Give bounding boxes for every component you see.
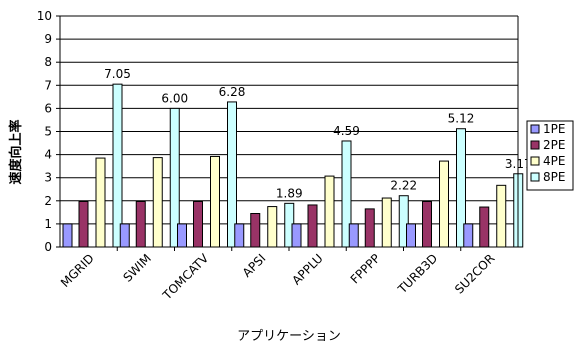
- bar: [193, 200, 203, 248]
- x-tick-label: FPPPP: [348, 251, 383, 286]
- bar: [62, 223, 73, 248]
- legend-label: 1PE: [543, 122, 565, 136]
- y-tick-label: 2: [44, 194, 52, 208]
- data-label: 7.05: [104, 67, 131, 81]
- x-axis-label: アプリケーション: [237, 329, 341, 344]
- bar: [364, 208, 375, 248]
- x-axis-ticks: MGRID SWIM TOMCATV APSI APPLU FPPPP TURB3D SU2C…: [58, 247, 497, 303]
- y-tick-label: 1: [44, 217, 52, 231]
- y-tick-label: 6: [44, 101, 52, 115]
- data-labels: 7.056.00 6.281.894.592.225.123.17: [104, 67, 531, 200]
- legend-swatch: [530, 140, 540, 150]
- bar: [177, 223, 187, 248]
- bar: [135, 200, 146, 248]
- x-tick-label: MGRID: [58, 251, 97, 290]
- data-label: 4.59: [333, 124, 360, 138]
- x-tick-label: APSI: [240, 251, 269, 280]
- data-label: 6.28: [219, 85, 246, 99]
- axes: [59, 16, 519, 248]
- x-tick-label: APPLU: [289, 251, 325, 287]
- data-label: 6.00: [161, 91, 188, 105]
- bar: [95, 157, 106, 248]
- legend-swatch: [530, 156, 540, 166]
- bar: [267, 206, 278, 248]
- y-axis-ticks: 0 1 2 3 4 5 6 7 8 9 10: [37, 9, 60, 254]
- legend: 1PE 2PE 4PE 8PE: [526, 120, 574, 191]
- bar: [439, 160, 449, 248]
- data-label: 1.89: [276, 186, 303, 200]
- y-tick-label: 10: [37, 9, 52, 23]
- bar: [463, 223, 474, 248]
- bars: [62, 83, 524, 248]
- y-tick-label: 4: [44, 148, 52, 162]
- bar: [381, 197, 392, 248]
- legend-label: 4PE: [543, 154, 565, 168]
- bar: [422, 200, 432, 248]
- bar: [119, 223, 130, 248]
- legend-swatch: [530, 124, 540, 134]
- bar: [324, 175, 335, 248]
- y-tick-label: 0: [44, 240, 52, 254]
- y-tick-label: 5: [44, 125, 52, 139]
- y-tick-label: 3: [44, 171, 52, 185]
- bar: [479, 206, 490, 248]
- bar: [496, 184, 507, 248]
- bar: [210, 155, 220, 248]
- bar: [112, 83, 123, 248]
- x-tick-label: SWIM: [120, 251, 153, 284]
- bar: [406, 223, 416, 248]
- bar: [152, 157, 163, 248]
- bar: [250, 213, 261, 248]
- legend-label: 8PE: [543, 170, 565, 184]
- gridlines: [60, 15, 518, 225]
- bar: [348, 223, 359, 248]
- y-tick-label: 9: [44, 32, 52, 46]
- y-tick-label: 7: [44, 78, 52, 92]
- legend-swatch: [530, 172, 540, 182]
- bar: [307, 204, 318, 248]
- x-tick-label: TURB3D: [395, 251, 441, 297]
- bar: [291, 223, 302, 248]
- y-tick-label: 8: [44, 55, 52, 69]
- data-label: 2.22: [390, 179, 417, 193]
- legend-label: 2PE: [543, 138, 565, 152]
- y-axis-label: 速度向上率: [8, 119, 24, 184]
- data-label: 5.12: [448, 112, 475, 126]
- bar: [234, 223, 245, 248]
- x-tick-label: TOMCATV: [159, 251, 211, 303]
- x-tick-label: SU2COR: [452, 251, 497, 296]
- bar: [78, 200, 89, 248]
